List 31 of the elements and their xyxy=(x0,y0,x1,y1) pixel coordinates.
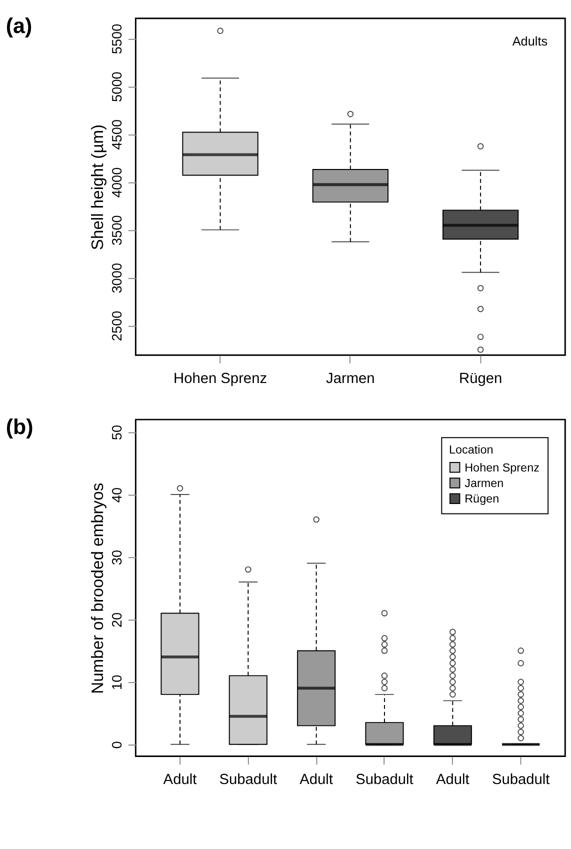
x-tick-label: Hohen Sprenz xyxy=(174,370,268,387)
x-tick-label: Rügen xyxy=(458,370,502,387)
y-tick-label: 3000 xyxy=(110,262,125,294)
y-tick-label: 4500 xyxy=(110,119,125,150)
chart-title: (b) xyxy=(6,415,34,440)
chart-title: (a) xyxy=(6,14,32,38)
y-tick-label: 5000 xyxy=(110,71,125,102)
y-tick-label: 20 xyxy=(110,612,125,628)
annotation: Adults xyxy=(512,34,548,49)
x-tick-label: Subadult xyxy=(219,772,278,788)
x-tick-label: Adult xyxy=(436,772,470,788)
x-tick-label: Jarmen xyxy=(326,370,375,387)
y-tick-label: 5500 xyxy=(110,23,125,54)
y-axis-title: Shell height (µm) xyxy=(88,124,107,250)
y-axis-title: Number of brooded embryos xyxy=(88,482,107,694)
y-tick-label: 10 xyxy=(110,674,125,690)
x-tick-label: Adult xyxy=(163,772,197,788)
legend-title: Location xyxy=(448,444,494,457)
x-tick-label: Subadult xyxy=(492,772,550,788)
y-tick-label: 50 xyxy=(110,424,125,440)
x-tick-label: Subadult xyxy=(356,772,414,788)
y-tick-label: 2500 xyxy=(110,310,125,342)
legend-label: Jarmen xyxy=(464,476,504,490)
y-tick-label: 0 xyxy=(110,740,125,749)
x-tick-label: Adult xyxy=(300,772,333,788)
y-tick-label: 30 xyxy=(110,549,125,566)
y-tick-label: 40 xyxy=(110,487,125,503)
y-tick-label: 3500 xyxy=(110,214,125,246)
legend-label: Hohen Sprenz xyxy=(464,461,540,474)
y-tick-label: 4000 xyxy=(110,166,125,198)
legend-label: Rügen xyxy=(464,492,500,506)
